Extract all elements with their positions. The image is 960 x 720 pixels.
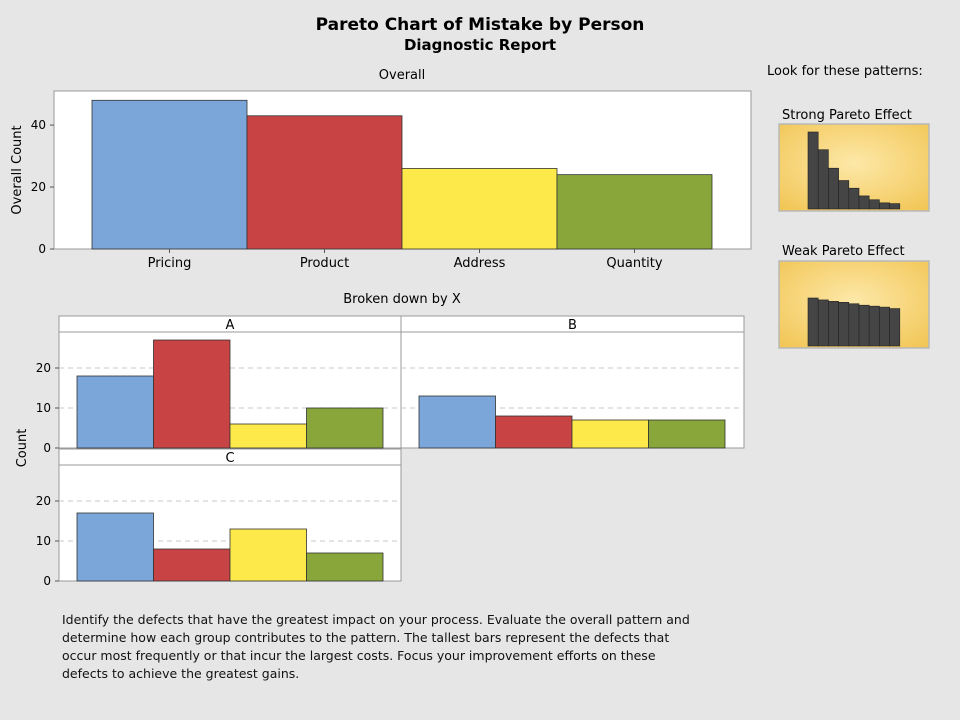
pattern-bar [879,202,890,210]
panel-c-bar-quantity [306,552,384,582]
overall-y-axis-label: Overall Count [10,125,25,214]
panel-strip [400,315,745,333]
overall-x-tick-label: Address [454,256,506,271]
pattern-bar [848,303,860,347]
panel-b-bar-quantity [648,419,726,449]
panel-y-tick-label: 20 [36,361,51,375]
overall-chart-title: Overall [379,68,425,83]
panel-b: B [400,315,745,449]
strong-pareto-label: Strong Pareto Effect [782,108,912,123]
overall-bar-address [401,168,558,250]
overall-bar-pricing [91,99,248,250]
report-subtitle: Diagnostic Report [404,36,556,54]
pattern-bar [838,302,850,347]
overall-bar-quantity [556,174,713,250]
pattern-bar [868,199,880,210]
strong-pareto-bars [807,131,901,210]
overall-y-tick-label: 20 [31,180,46,194]
pattern-bar [828,167,839,210]
panel-a-bar-product [153,339,231,449]
panel-y-tick-label: 20 [36,494,51,508]
panel-c-bar-pricing [76,512,154,582]
overall-x-tick-label: Quantity [606,256,662,271]
pattern-bar [848,187,860,210]
overall-x-tick-label: Pricing [148,256,192,271]
pattern-bar [889,203,901,210]
strong-pareto-thumbnail [778,123,930,212]
panel-y-tick-label: 0 [43,574,51,588]
panel-c-bar-address [229,528,307,582]
panel-c-bar-product [153,548,231,582]
pattern-bar [828,301,839,347]
pattern-bar [879,306,890,347]
panel-y-tick-label: 10 [36,534,51,548]
overall-bars [91,99,713,250]
panel-a-bar-quantity [306,407,384,449]
pattern-bar [889,308,901,347]
pattern-bar [817,149,829,210]
pattern-bar [838,180,850,210]
panel-b-bar-product [495,415,573,449]
panel-y-tick-label: 10 [36,401,51,415]
overall-bar-product [246,115,403,250]
panel-b-bar-pricing [418,395,496,449]
breakdown-title: Broken down by X [343,292,461,307]
panel-strip-label: B [568,318,577,333]
panel-strip-label: A [226,318,235,333]
weak-pareto-bars [807,297,901,347]
overall-x-tick-label: Product [300,256,349,271]
panel-c: C 0 10 20 [36,448,402,588]
panel-strip-label: C [225,451,234,466]
panel-a-bar-address [229,423,307,449]
breakdown-y-axis-label: Count [15,429,30,468]
pattern-bar [807,131,819,210]
panel-y-tick-label: 0 [43,441,51,455]
overall-axis: Pricing Product Address Quantity 0 20 40 [31,118,663,271]
panel-a-bar-pricing [76,375,154,449]
panel-strip [58,448,402,466]
breakdown-panels: A 0 10 20 B C 0 10 20 [36,315,745,588]
report-title: Pareto Chart of Mistake by Person [316,15,645,35]
pattern-bar [868,305,880,347]
pattern-bar [858,304,870,347]
patterns-heading: Look for these patterns: [767,64,923,79]
panel-b-bar-address [571,419,649,449]
pattern-bar [807,297,819,347]
pattern-bar [817,299,829,347]
panel-a: A 0 10 20 [36,315,402,455]
overall-y-tick-label: 40 [31,118,46,132]
weak-pareto-label: Weak Pareto Effect [782,244,905,259]
report-description: Identify the defects that have the great… [62,612,690,681]
pattern-bar [858,195,870,210]
overall-y-tick-label: 0 [38,242,46,256]
